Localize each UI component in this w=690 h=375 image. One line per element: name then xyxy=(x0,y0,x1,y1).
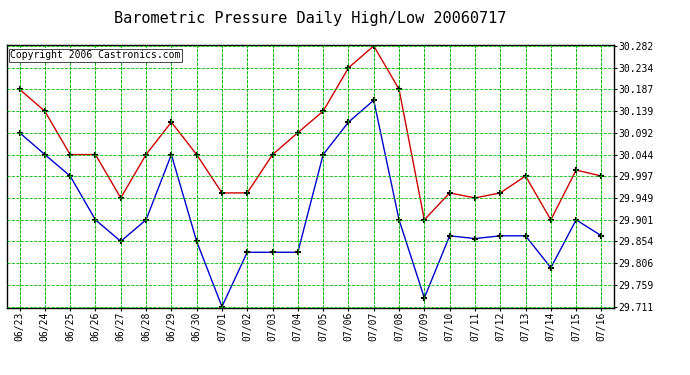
Text: Copyright 2006 Castronics.com: Copyright 2006 Castronics.com xyxy=(10,50,180,60)
Text: Barometric Pressure Daily High/Low 20060717: Barometric Pressure Daily High/Low 20060… xyxy=(115,11,506,26)
